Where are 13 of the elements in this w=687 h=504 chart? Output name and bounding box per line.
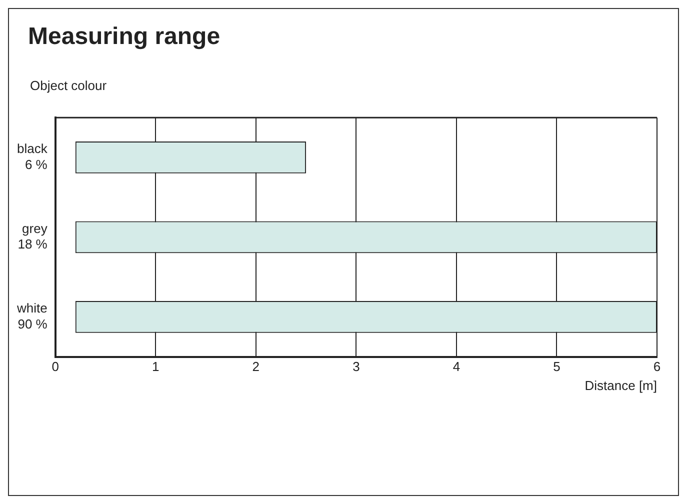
x-tick-label: 5 [553,359,560,374]
chart-title: Measuring range [28,23,220,51]
y-tick-label: black 6 % [16,141,48,172]
y-tick-label: grey 18 % [18,220,48,252]
y-tick-label: white 90 % [16,300,48,332]
x-tick-label: 1 [152,359,160,374]
x-axis-title: Distance [m] [584,378,657,393]
x-tick-label: 2 [252,359,260,374]
y-axis-title: Object colour [30,78,107,93]
x-tick-label: 3 [352,359,360,374]
x-tick-label: 4 [452,359,460,374]
x-tick-label: 6 [653,359,661,374]
x-tick-label: 0 [52,359,59,374]
